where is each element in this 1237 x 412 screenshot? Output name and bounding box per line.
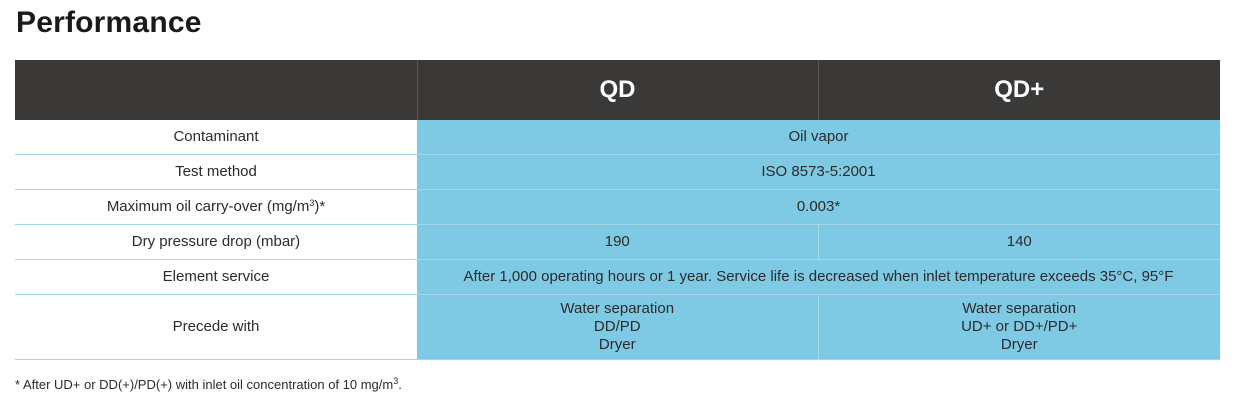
precede-qdplus-line: UD+ or DD+/PD+	[961, 318, 1078, 335]
max-oil-label-post: )*	[314, 198, 326, 215]
row-label-precede: Precede with	[15, 294, 417, 360]
cell-element-service: After 1,000 operating hours or 1 year. S…	[417, 259, 1220, 295]
row-label-contaminant: Contaminant	[15, 120, 417, 155]
footnote-end: .	[398, 377, 402, 392]
cell-contaminant: Oil vapor	[417, 120, 1220, 155]
table-row: Precede with Water separation DD/PD Drye…	[15, 294, 1220, 360]
row-label-pressure-drop: Dry pressure drop (mbar)	[15, 224, 417, 260]
table-row: Dry pressure drop (mbar) 190 140	[15, 224, 1220, 260]
cell-pressure-drop-qdplus: 140	[817, 224, 1220, 260]
footnote-sup: 3	[393, 376, 399, 386]
table-row: Test method ISO 8573-5:2001	[15, 154, 1220, 190]
footnote-text: * After UD+ or DD(+)/PD(+) with inlet oi…	[15, 377, 394, 392]
max-oil-label-text: Maximum oil carry-over (mg/m	[106, 198, 310, 215]
page-title: Performance	[16, 6, 202, 39]
precede-qd-line: Dryer	[598, 336, 636, 353]
row-label-max-oil: Maximum oil carry-over (mg/m3)*	[15, 189, 417, 225]
precede-qd-line: DD/PD	[593, 318, 641, 335]
cell-pressure-drop-qd: 190	[417, 224, 818, 260]
row-label-test-method: Test method	[15, 154, 417, 190]
row-label-element-service: Element service	[15, 259, 417, 295]
table-header-row: QD QD+	[15, 60, 1220, 120]
cell-max-oil: 0.003*	[417, 189, 1220, 225]
header-corner	[15, 60, 417, 120]
table-row: Maximum oil carry-over (mg/m3)* 0.003*	[15, 189, 1220, 225]
header-qdplus: QD+	[817, 60, 1220, 120]
cell-precede-qd: Water separation DD/PD Dryer	[417, 294, 818, 360]
precede-qdplus-line: Water separation	[962, 300, 1077, 317]
footnote: * After UD+ or DD(+)/PD(+) with inlet oi…	[15, 376, 402, 393]
cell-precede-qdplus: Water separation UD+ or DD+/PD+ Dryer	[817, 294, 1220, 360]
precede-qdplus-line: Dryer	[1000, 336, 1038, 353]
table-row: Contaminant Oil vapor	[15, 120, 1220, 155]
max-oil-label-sup: 3	[309, 198, 315, 208]
precede-qd-line: Water separation	[560, 300, 675, 317]
cell-test-method: ISO 8573-5:2001	[417, 154, 1220, 190]
performance-table: QD QD+ Contaminant Oil vapor Test method…	[15, 60, 1220, 360]
header-qd: QD	[416, 60, 818, 120]
table-row: Element service After 1,000 operating ho…	[15, 259, 1220, 295]
